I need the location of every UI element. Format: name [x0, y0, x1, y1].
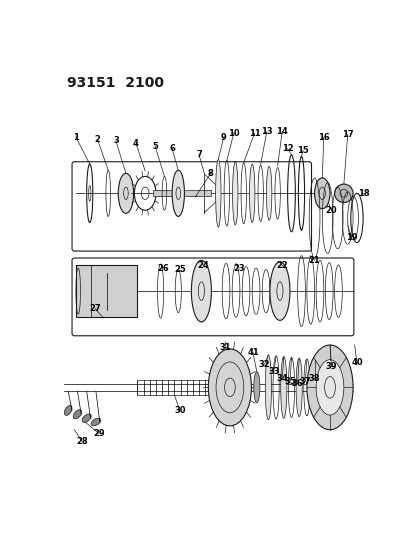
Text: 36: 36 [291, 379, 303, 388]
Ellipse shape [269, 262, 289, 320]
Ellipse shape [91, 418, 101, 426]
Text: 39: 39 [325, 362, 337, 371]
Ellipse shape [172, 170, 184, 216]
Ellipse shape [265, 355, 271, 419]
Text: 19: 19 [345, 233, 356, 241]
Text: 4: 4 [133, 139, 138, 148]
Text: 27: 27 [89, 304, 101, 313]
Text: 3: 3 [113, 136, 119, 146]
Text: 12: 12 [281, 144, 293, 153]
Text: 28: 28 [76, 437, 88, 446]
Ellipse shape [316, 360, 343, 415]
Ellipse shape [73, 410, 81, 419]
Text: 11: 11 [248, 129, 260, 138]
Text: 16: 16 [317, 133, 329, 142]
Text: 1: 1 [73, 133, 78, 142]
Text: 38: 38 [308, 374, 320, 383]
Text: 29: 29 [93, 429, 104, 438]
Text: 6: 6 [169, 144, 175, 153]
Text: 5: 5 [152, 142, 158, 151]
Ellipse shape [118, 173, 133, 213]
Text: 20: 20 [325, 206, 337, 215]
Ellipse shape [64, 406, 72, 415]
Ellipse shape [306, 345, 352, 430]
Text: 93151  2100: 93151 2100 [66, 76, 163, 90]
Ellipse shape [191, 260, 211, 322]
Text: 34: 34 [276, 374, 287, 383]
Text: 14: 14 [276, 127, 287, 136]
Ellipse shape [314, 178, 329, 209]
Ellipse shape [253, 372, 259, 403]
Text: 15: 15 [297, 146, 308, 155]
Text: 35: 35 [283, 377, 295, 386]
Text: 10: 10 [228, 129, 239, 138]
Bar [152, 190, 210, 196]
Ellipse shape [208, 349, 251, 426]
Text: 24: 24 [197, 261, 209, 270]
Text: 2: 2 [94, 135, 100, 144]
Text: 37: 37 [299, 377, 310, 386]
Ellipse shape [249, 164, 254, 223]
Ellipse shape [295, 358, 301, 417]
Text: 33: 33 [267, 367, 279, 376]
Ellipse shape [280, 357, 286, 418]
Text: 8: 8 [207, 169, 213, 178]
Text: 22: 22 [276, 261, 287, 270]
Text: 25: 25 [174, 265, 186, 274]
Text: 41: 41 [247, 348, 258, 357]
Text: 40: 40 [350, 358, 362, 367]
Ellipse shape [266, 166, 271, 220]
Text: 32: 32 [258, 360, 270, 369]
Ellipse shape [311, 360, 317, 415]
Bar [137, 379, 211, 395]
Ellipse shape [232, 161, 237, 225]
Text: 21: 21 [308, 256, 320, 265]
Ellipse shape [334, 184, 352, 203]
Text: 9: 9 [220, 133, 226, 142]
Text: 23: 23 [233, 263, 244, 272]
Bar [76, 265, 137, 317]
Ellipse shape [82, 414, 91, 422]
Text: 30: 30 [173, 406, 185, 415]
Text: 18: 18 [357, 189, 369, 198]
Ellipse shape [215, 159, 221, 227]
Text: 26: 26 [157, 263, 169, 272]
Text: 17: 17 [341, 130, 353, 139]
Text: 7: 7 [196, 150, 202, 159]
Text: 31: 31 [219, 343, 230, 352]
Text: 13: 13 [261, 127, 272, 136]
